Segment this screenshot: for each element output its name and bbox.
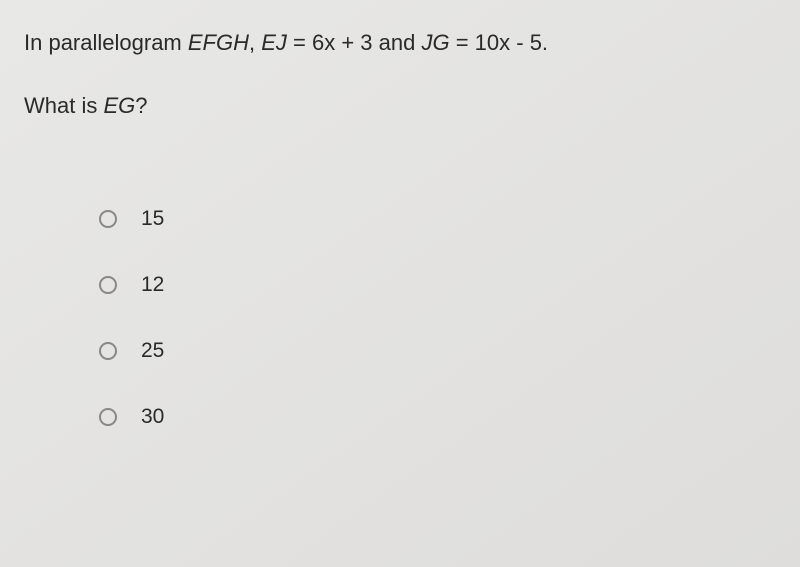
question-text: ? [135,93,147,118]
question-text-line1: In parallelogram EFGH, EJ = 6x + 3 and J… [24,28,776,59]
question-text: What is [24,93,103,118]
question-text: In parallelogram [24,30,188,55]
option-label: 30 [141,405,164,429]
option-30[interactable]: 30 [99,405,776,429]
option-12[interactable]: 12 [99,273,776,297]
question-text: = 6x + 3 and [287,30,422,55]
question-italic-ej: EJ [261,30,287,55]
option-label: 12 [141,273,164,297]
question-text: , [249,30,261,55]
option-label: 15 [141,207,164,231]
question-italic-eg: EG [103,93,135,118]
question-text-line2: What is EG? [24,91,776,122]
question-italic-jg: JG [421,30,449,55]
radio-icon [99,276,117,294]
question-italic-efgh: EFGH [188,30,249,55]
option-25[interactable]: 25 [99,339,776,363]
radio-icon [99,210,117,228]
option-15[interactable]: 15 [99,207,776,231]
question-text: = 10x - 5. [450,30,548,55]
radio-icon [99,408,117,426]
option-label: 25 [141,339,164,363]
radio-icon [99,342,117,360]
options-group: 15 12 25 30 [24,207,776,429]
